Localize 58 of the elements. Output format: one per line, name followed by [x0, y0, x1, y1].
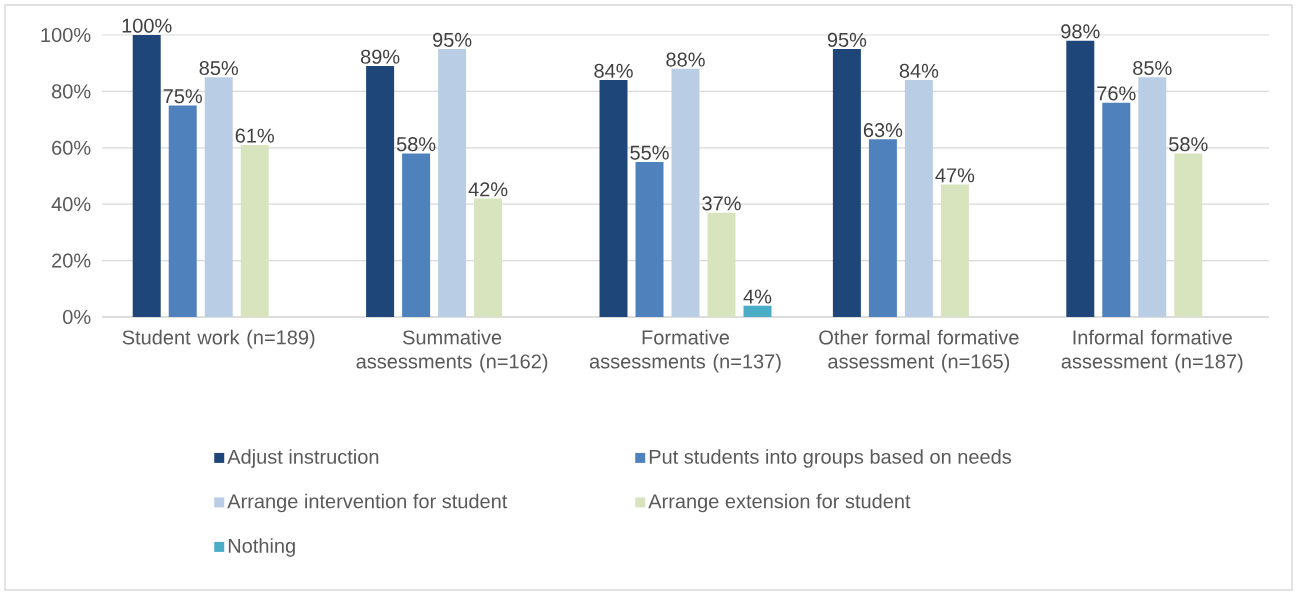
bar — [402, 153, 431, 317]
data-label: 98% — [1061, 24, 1100, 39]
bar — [707, 212, 736, 317]
bar — [743, 305, 772, 317]
y-tick-label: 20% — [52, 253, 91, 268]
data-label: 55% — [630, 145, 669, 160]
y-tick-label: 0% — [63, 309, 91, 325]
data-label: 88% — [666, 52, 705, 67]
bar — [168, 105, 197, 317]
data-label: 42% — [468, 182, 508, 197]
legend-label: Adjust instruction — [227, 449, 379, 468]
data-label: 100% — [122, 18, 172, 33]
bar — [599, 80, 628, 317]
data-label: 47% — [935, 168, 975, 183]
bar — [132, 34, 161, 317]
data-label: 85% — [199, 60, 238, 76]
data-label: 61% — [235, 128, 274, 143]
legend-label: Nothing — [228, 538, 295, 557]
y-tick-label: 40% — [51, 197, 91, 212]
bar — [671, 68, 700, 317]
data-label: 84% — [899, 63, 939, 78]
data-label: 58% — [396, 137, 436, 152]
legend-label: Arrange intervention for student — [227, 493, 508, 513]
data-label: 85% — [1133, 60, 1172, 76]
x-tick-label: Summative assessments (n=162) — [356, 329, 548, 373]
bar — [868, 139, 897, 317]
data-label: 4% — [743, 289, 772, 304]
bar — [1138, 77, 1167, 317]
bar — [438, 49, 467, 317]
bar — [204, 77, 233, 317]
data-label: 58% — [1169, 137, 1208, 152]
bar — [474, 198, 503, 317]
legend-label: Arrange extension for student — [648, 493, 911, 513]
data-label: 84% — [594, 63, 633, 78]
data-label: 95% — [827, 32, 867, 47]
data-label: 89% — [360, 49, 400, 64]
y-tick-label: 80% — [51, 84, 91, 99]
x-tick-label: Student work (n=189) — [122, 329, 315, 349]
bar — [1102, 102, 1131, 317]
data-label: 75% — [163, 89, 202, 104]
x-tick-label: Informal formative assessment (n=187) — [1061, 329, 1243, 373]
bar — [1066, 40, 1095, 317]
y-tick-label: 100% — [41, 27, 91, 43]
x-tick-label: Formative assessments (n=137) — [589, 329, 781, 373]
legend-label: Put students into groups based on needs — [649, 449, 1012, 468]
y-tick-label: 60% — [52, 140, 91, 155]
data-label: 37% — [702, 196, 741, 211]
bar — [240, 144, 269, 317]
data-label: 76% — [1097, 86, 1136, 101]
bar — [832, 49, 861, 317]
bar — [635, 161, 664, 317]
bar — [940, 184, 969, 317]
bar — [366, 66, 395, 317]
bar — [904, 80, 933, 317]
x-tick-label: Other formal formative assessment (n=165) — [819, 329, 1019, 373]
data-label: 95% — [433, 32, 472, 47]
bar — [1174, 153, 1203, 317]
data-label: 63% — [863, 122, 903, 138]
